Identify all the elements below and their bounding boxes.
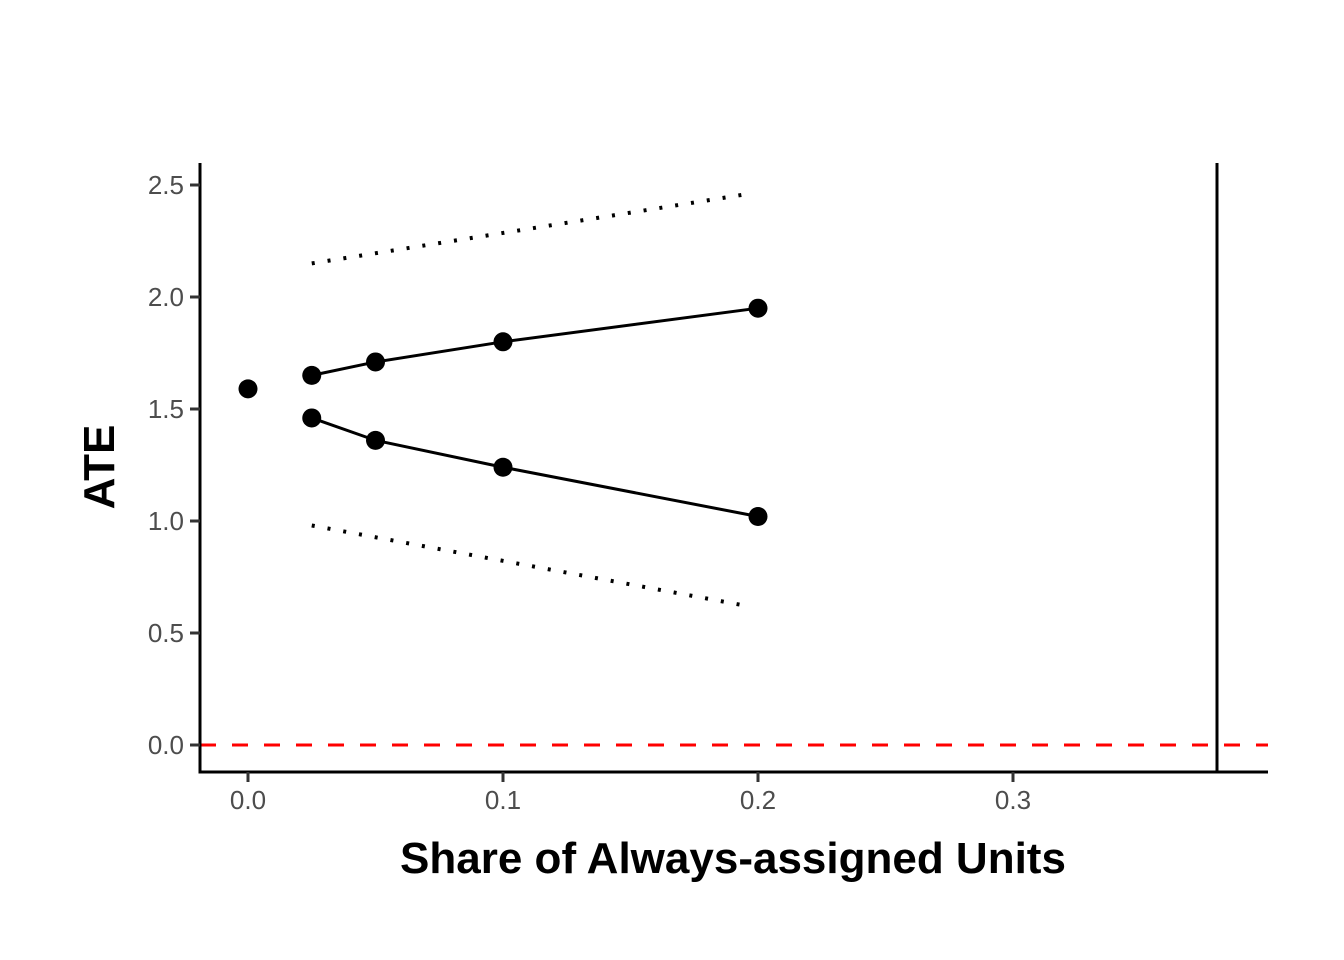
x-tick-label: 0.3 (995, 785, 1031, 815)
y-tick-label: 2.5 (148, 170, 184, 200)
data-point (366, 430, 385, 450)
y-tick-label: 1.0 (148, 506, 184, 536)
data-point (302, 408, 322, 428)
confidence-bound-line (311, 523, 749, 609)
confidence-bound-line (311, 191, 749, 266)
data-point (302, 365, 322, 385)
x-tick-label: 0.2 (740, 785, 776, 815)
data-point (493, 332, 513, 352)
point-estimate-marker (238, 379, 258, 399)
data-point (366, 352, 385, 372)
x-axis-title: Share of Always-assigned Units (400, 834, 1066, 883)
data-point (748, 507, 768, 527)
x-tick-label: 0.0 (230, 785, 266, 815)
axes: 0.0 0.5 1.0 1.5 2.0 2.5 0.0 0.1 0.2 0.3 (148, 163, 1268, 815)
data-point (493, 457, 513, 477)
data-point (748, 298, 768, 318)
y-tick-label: 2.0 (148, 282, 184, 312)
plot-area (200, 163, 1268, 772)
x-tick-label: 0.1 (485, 785, 521, 815)
y-tick-label: 1.5 (148, 394, 184, 424)
y-tick-label: 0.0 (148, 730, 184, 760)
bound-line (311, 306, 759, 377)
y-tick-label: 0.5 (148, 618, 184, 648)
y-axis-title: ATE (75, 425, 124, 510)
bound-line (311, 416, 759, 518)
